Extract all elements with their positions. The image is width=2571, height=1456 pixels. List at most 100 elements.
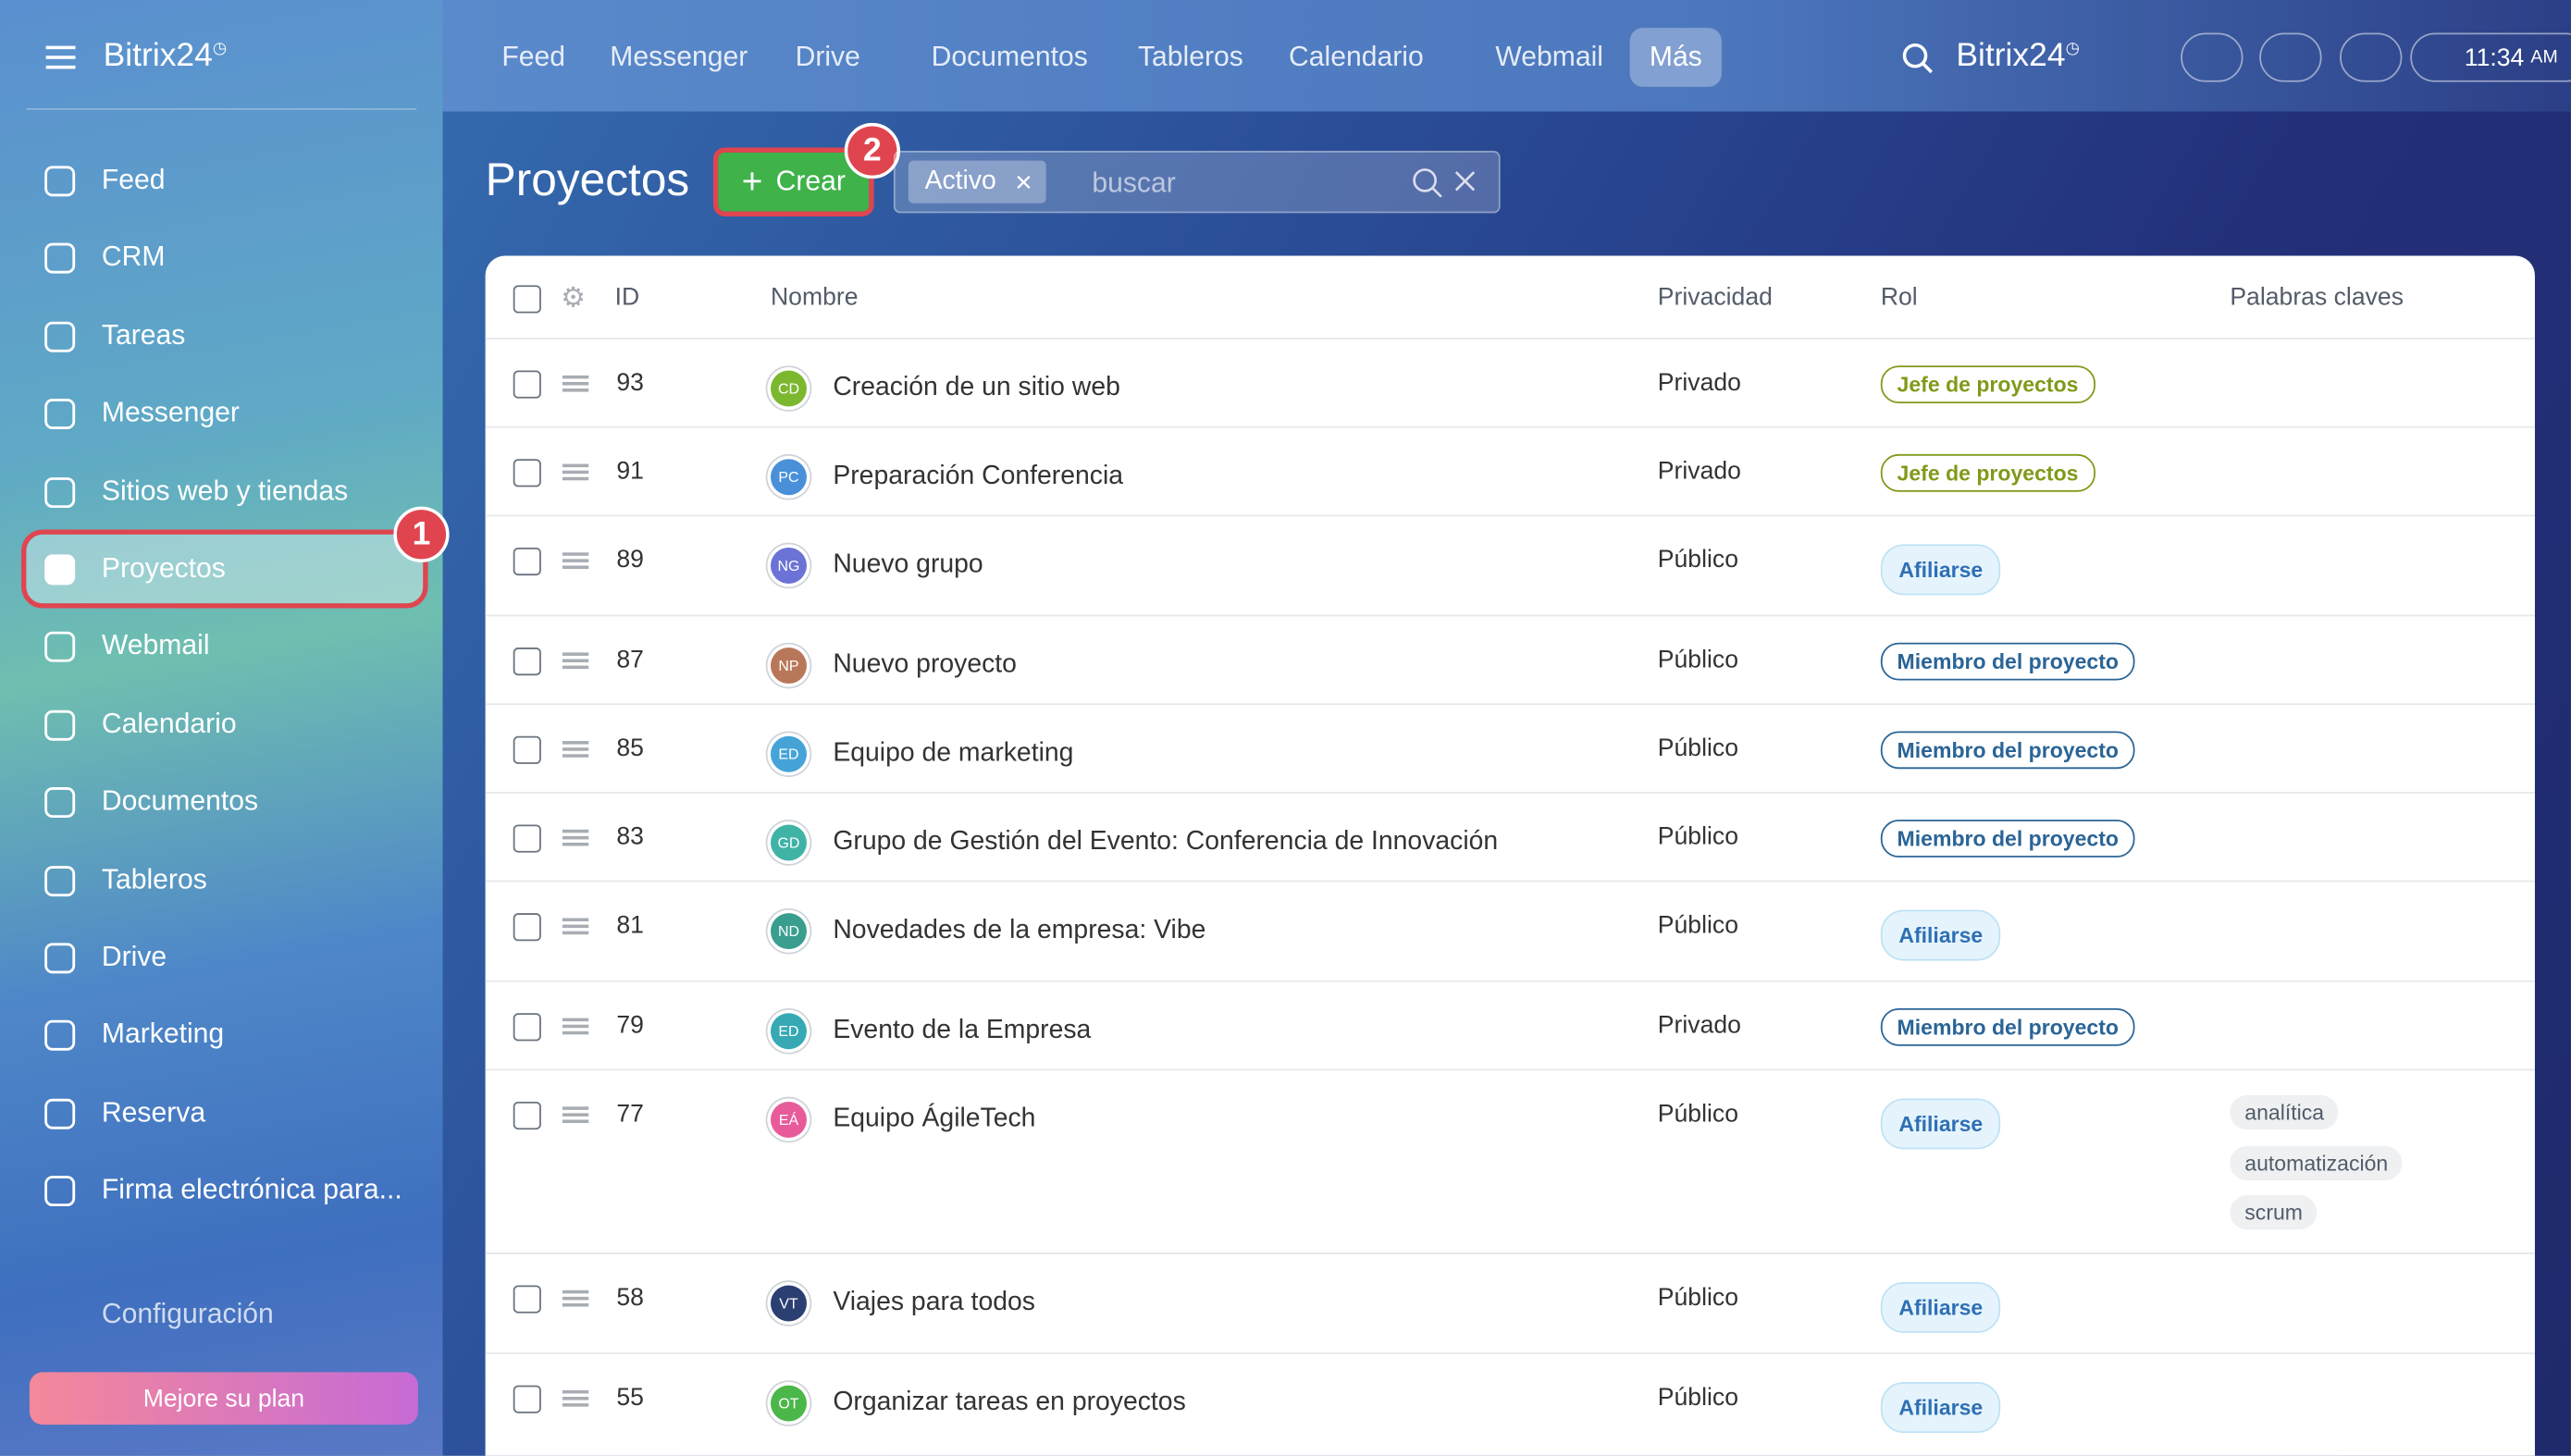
row-checkbox[interactable] xyxy=(513,459,541,487)
drag-handle[interactable] xyxy=(562,652,589,670)
row-checkbox[interactable] xyxy=(513,1385,541,1413)
sidebar-item[interactable]: Webmail xyxy=(26,612,423,681)
menu-button[interactable] xyxy=(45,45,76,69)
drag-handle[interactable] xyxy=(562,375,589,392)
table-row[interactable]: 81 ND Novedades de la empresa: Vibe Público… xyxy=(485,880,2535,982)
nav-item[interactable]: Documentos xyxy=(931,41,1088,72)
create-button[interactable]: + Crear xyxy=(712,147,874,216)
column-header[interactable]: Privacidad xyxy=(1657,283,1773,312)
column-header[interactable]: Nombre xyxy=(770,283,859,312)
nav-item[interactable]: Calendario xyxy=(1289,41,1424,72)
row-checkbox[interactable] xyxy=(513,824,541,853)
drag-handle[interactable] xyxy=(562,741,589,758)
nav-item[interactable]: Más xyxy=(1629,28,1723,87)
table-row[interactable]: 77 EÁ Equipo ÁgileTech Público Afiliarse anal… xyxy=(485,1068,2535,1254)
help-button[interactable] xyxy=(2340,32,2403,82)
drag-handle[interactable] xyxy=(562,1106,589,1124)
table-row[interactable]: 87 NP Nuevo proyecto Público Miembro del pro… xyxy=(485,614,2535,705)
drag-handle[interactable] xyxy=(562,1289,589,1307)
project-name[interactable]: Novedades de la empresa: Vibe xyxy=(833,916,1206,944)
row-checkbox[interactable] xyxy=(513,1013,541,1042)
column-header[interactable]: Palabras claves xyxy=(2230,283,2404,312)
project-name[interactable]: Viajes para todos xyxy=(833,1289,1035,1317)
item-label: Documentos xyxy=(101,785,259,817)
project-role[interactable]: Afiliarse xyxy=(1880,1098,2001,1150)
sidebar-item[interactable]: Drive xyxy=(26,923,423,992)
project-role[interactable]: Afiliarse xyxy=(1880,909,2001,961)
settings-link[interactable]: Configuración xyxy=(101,1298,274,1330)
row-checkbox[interactable] xyxy=(513,648,541,676)
brand[interactable]: Bitrix24◷ xyxy=(103,37,228,74)
keyword-tag[interactable]: automatización xyxy=(2230,1144,2404,1180)
search-icon[interactable] xyxy=(1902,43,1934,75)
table-row[interactable]: 89 NG Nuevo grupo Público Afiliarse xyxy=(485,514,2535,617)
project-avatar: ED xyxy=(770,1013,807,1050)
row-checkbox[interactable] xyxy=(513,370,541,399)
project-role[interactable]: Afiliarse xyxy=(1880,1382,2001,1433)
filter-chip[interactable]: Activo xyxy=(908,160,1045,204)
search-box[interactable]: Activo buscar xyxy=(893,151,1501,214)
drag-handle[interactable] xyxy=(562,829,589,846)
project-name[interactable]: Preparación Conferencia xyxy=(833,462,1124,490)
sidebar-item[interactable]: Marketing xyxy=(26,1001,423,1069)
keyword-tag[interactable]: analítica xyxy=(2230,1094,2340,1130)
sidebar-item[interactable]: Sitios web y tiendas xyxy=(26,457,423,525)
row-checkbox[interactable] xyxy=(513,735,541,764)
table-row[interactable]: 58 VT Viajes para todos Público Afiliarse xyxy=(485,1252,2535,1354)
keyword-tag[interactable]: scrum xyxy=(2230,1195,2318,1230)
drag-handle[interactable] xyxy=(562,463,589,481)
project-role[interactable]: Afiliarse xyxy=(1880,1281,2001,1333)
sidebar-item[interactable]: CRM xyxy=(26,224,423,292)
column-header[interactable]: Rol xyxy=(1880,283,1918,312)
sidebar-item[interactable]: Reserva xyxy=(26,1079,423,1147)
nav-item[interactable]: Drive xyxy=(795,41,860,72)
nav-item[interactable]: Tableros xyxy=(1137,41,1243,72)
project-name[interactable]: Organizar tareas en proyectos xyxy=(833,1388,1186,1417)
project-name[interactable]: Nuevo grupo xyxy=(833,550,983,579)
project-role[interactable]: Afiliarse xyxy=(1880,544,2001,596)
nav-item[interactable]: Webmail xyxy=(1495,41,1604,72)
row-checkbox[interactable] xyxy=(513,913,541,942)
upgrade-button[interactable]: Mejore su plan xyxy=(29,1372,418,1425)
nav-item[interactable]: Messenger xyxy=(610,41,748,72)
project-name[interactable]: Equipo de marketing xyxy=(833,739,1074,768)
drag-handle[interactable] xyxy=(562,1389,589,1407)
project-name[interactable]: Grupo de Gestión del Evento: Conferencia… xyxy=(833,828,1499,857)
table-row[interactable]: 91 PC Preparación Conferencia Privado Jefe d… xyxy=(485,426,2535,516)
table-row[interactable]: 93 CD Creación de un sitio web Privado Jefe … xyxy=(485,338,2535,427)
search-actions[interactable] xyxy=(1412,167,1486,200)
sidebar-item[interactable]: Tareas xyxy=(26,302,423,370)
rocket-button[interactable] xyxy=(2259,32,2322,82)
project-name[interactable]: Evento de la Empresa xyxy=(833,1016,1092,1044)
item-label: Sitios web y tiendas xyxy=(101,475,349,506)
drag-handle[interactable] xyxy=(562,918,589,935)
table-row[interactable]: 55 OT Organizar tareas en proyectos Público… xyxy=(485,1352,2535,1454)
sidebar-item[interactable]: Feed xyxy=(26,146,423,215)
project-name[interactable]: Equipo ÁgileTech xyxy=(833,1104,1036,1133)
sidebar-item[interactable]: Proyectos xyxy=(21,529,428,609)
sidebar-item[interactable]: Messenger xyxy=(26,379,423,448)
table-row[interactable]: 85 ED Equipo de marketing Público Miembro de… xyxy=(485,703,2535,793)
sidebar-item[interactable]: Firma electrónica para... xyxy=(26,1156,423,1225)
sidebar-item[interactable]: Calendario xyxy=(26,690,423,759)
clock[interactable]: 11:34 AM xyxy=(2410,32,2571,82)
table-row[interactable]: 79 ED Evento de la Empresa Privado Miembro d… xyxy=(485,980,2535,1070)
project-privacy: Público xyxy=(1657,911,1738,940)
profile-button[interactable] xyxy=(2181,32,2243,82)
brand: Bitrix24◷ xyxy=(1956,37,2081,74)
column-header[interactable]: ID xyxy=(614,283,640,312)
project-avatar: CD xyxy=(770,370,807,407)
drag-handle[interactable] xyxy=(562,1018,589,1035)
drag-handle[interactable] xyxy=(562,552,589,569)
settings-icon[interactable]: ⚙ xyxy=(561,281,587,314)
row-checkbox[interactable] xyxy=(513,1101,541,1130)
project-name[interactable]: Nuevo proyecto xyxy=(833,650,1017,679)
table-row[interactable]: 83 GD Grupo de Gestión del Evento: Confere… xyxy=(485,792,2535,882)
row-checkbox[interactable] xyxy=(513,547,541,576)
project-name[interactable]: Creación de un sitio web xyxy=(833,374,1120,402)
sidebar-item[interactable]: Documentos xyxy=(26,768,423,836)
nav-item[interactable]: Feed xyxy=(501,41,566,72)
sidebar-item[interactable]: Tableros xyxy=(26,845,423,914)
row-checkbox[interactable] xyxy=(513,1285,541,1314)
select-all[interactable] xyxy=(513,285,541,314)
